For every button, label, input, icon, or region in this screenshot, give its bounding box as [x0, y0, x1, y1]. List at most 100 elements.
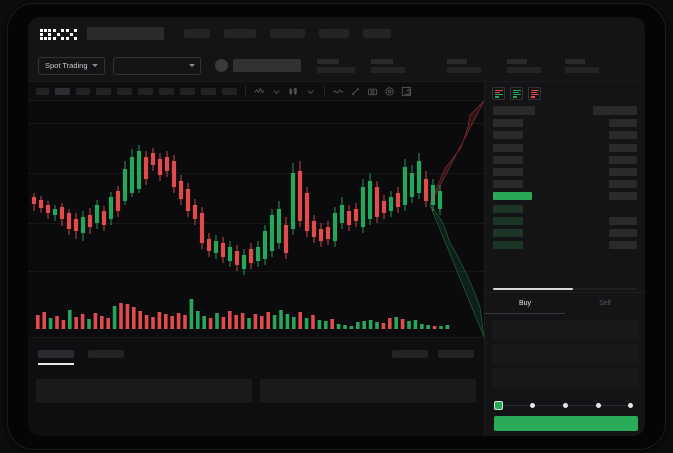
- tab-sell[interactable]: Sell: [565, 293, 645, 314]
- stat-label: [370, 58, 393, 64]
- volume-bar: [170, 316, 174, 329]
- candle-body: [213, 241, 219, 253]
- orderbook-and-trade-panel: Buy Sell: [484, 82, 645, 436]
- orderbook-row[interactable]: [493, 216, 637, 225]
- volume-bar: [42, 312, 46, 329]
- timeframe-7[interactable]: [159, 87, 174, 95]
- chevron-down-icon[interactable]: [271, 86, 282, 97]
- candle-body: [94, 205, 100, 223]
- orderbook-row[interactable]: [493, 106, 637, 115]
- place-buy-order-button[interactable]: [494, 416, 638, 431]
- nav-item-2[interactable]: [224, 29, 256, 38]
- candle-body: [283, 225, 289, 253]
- volume-bar: [151, 317, 155, 329]
- bottom-tab-open-orders[interactable]: [38, 349, 74, 365]
- bottom-tab-action-1[interactable]: [392, 349, 428, 358]
- volume-bar: [445, 325, 450, 329]
- timeframe-2[interactable]: [55, 87, 70, 95]
- orderbook-row[interactable]: [493, 180, 637, 189]
- tablet-screen: Spot Trading: [28, 17, 645, 436]
- candlestick-type-icon[interactable]: [288, 86, 299, 97]
- volume-bar: [260, 316, 264, 329]
- orderbook-row[interactable]: [493, 204, 637, 213]
- candle-body: [129, 157, 135, 193]
- orderbook-row[interactable]: [493, 143, 637, 152]
- candle-body: [248, 249, 254, 263]
- global-search-input[interactable]: [87, 27, 164, 40]
- stat-value: [316, 66, 355, 73]
- timeframe-3[interactable]: [76, 87, 90, 95]
- orderbook-mode-both[interactable]: [492, 87, 505, 100]
- order-row-2[interactable]: [260, 379, 476, 403]
- amount-percent-slider[interactable]: [494, 401, 634, 410]
- gridline-2: [28, 223, 484, 224]
- volume-bar: [48, 318, 53, 329]
- line-tool-icon[interactable]: [333, 86, 344, 97]
- pair-coin-avatar: [214, 59, 228, 72]
- timeframe-5[interactable]: [117, 87, 132, 95]
- candle-body: [276, 209, 282, 243]
- magnet-icon[interactable]: [350, 86, 361, 97]
- volume-bar: [61, 320, 66, 329]
- timeframe-10[interactable]: [222, 87, 237, 95]
- volume-bar: [439, 326, 443, 329]
- settings-icon[interactable]: [384, 86, 395, 97]
- bottom-tab-action-2[interactable]: [438, 349, 474, 358]
- logo-glyph-o: [40, 29, 51, 40]
- timeframe-6[interactable]: [138, 87, 153, 95]
- orderbook-row[interactable]: [493, 228, 637, 237]
- orderbook-size-bar: [493, 131, 523, 140]
- candle-body: [346, 211, 352, 225]
- timeframe-1[interactable]: [36, 87, 49, 95]
- volume-bar: [157, 312, 162, 329]
- orderbook-price-cell: [609, 155, 637, 164]
- bottom-tab-order-history[interactable]: [88, 349, 124, 358]
- orderbook-size-bar: [493, 143, 523, 152]
- nav-item-4[interactable]: [319, 29, 349, 38]
- orderbook-mode-asks[interactable]: [528, 87, 541, 100]
- orderbook-price-cell: [609, 143, 637, 152]
- nav-item-5[interactable]: [363, 29, 391, 38]
- volume-bar: [100, 316, 104, 329]
- slider-stop-75[interactable]: [596, 402, 601, 408]
- order-row-1[interactable]: [36, 379, 252, 403]
- volume-bar: [176, 313, 181, 329]
- fullscreen-icon[interactable]: [401, 86, 412, 97]
- orderbook-mode-bids[interactable]: [510, 87, 523, 100]
- slider-stop-100[interactable]: [628, 402, 633, 408]
- slider-stop-25[interactable]: [530, 402, 535, 408]
- orderbook-row[interactable]: [493, 119, 637, 128]
- orderbook-price-cell: [609, 192, 637, 201]
- timeframe-8[interactable]: [180, 87, 195, 95]
- orderbook-rows[interactable]: [485, 104, 645, 292]
- volume-bar: [298, 312, 302, 329]
- timeframe-9[interactable]: [201, 87, 216, 95]
- nav-item-1[interactable]: [184, 29, 210, 38]
- camera-icon[interactable]: [367, 86, 378, 97]
- nav-item-3[interactable]: [270, 29, 305, 38]
- trade-side-tabs: Buy Sell: [485, 292, 645, 314]
- chevron-down-icon[interactable]: [305, 86, 316, 97]
- order-amount-field[interactable]: [492, 344, 638, 363]
- timeframe-4[interactable]: [96, 87, 111, 95]
- indicators-icon[interactable]: [254, 86, 265, 97]
- orderbook-scrollbar-thumb[interactable]: [493, 288, 573, 290]
- orderbook-price-cell: [609, 216, 637, 225]
- slider-handle[interactable]: [494, 401, 503, 410]
- okx-logo[interactable]: [40, 27, 77, 40]
- orderbook-row[interactable]: [493, 241, 637, 250]
- orderbook-row[interactable]: [493, 131, 637, 140]
- order-price-field[interactable]: [492, 320, 638, 339]
- candle-body: [374, 187, 380, 217]
- price-chart[interactable]: [28, 101, 484, 337]
- slider-stop-50[interactable]: [563, 402, 568, 408]
- candle-body: [416, 161, 422, 193]
- trading-pair-selector[interactable]: [112, 56, 201, 75]
- market-type-selector[interactable]: Spot Trading: [38, 56, 105, 75]
- order-total-field[interactable]: [492, 368, 638, 387]
- orderbook-row[interactable]: [493, 167, 637, 176]
- orderbook-row[interactable]: [493, 155, 637, 164]
- tab-buy[interactable]: Buy: [485, 293, 565, 314]
- orderbook-row[interactable]: [493, 192, 637, 201]
- candle-body: [423, 179, 429, 201]
